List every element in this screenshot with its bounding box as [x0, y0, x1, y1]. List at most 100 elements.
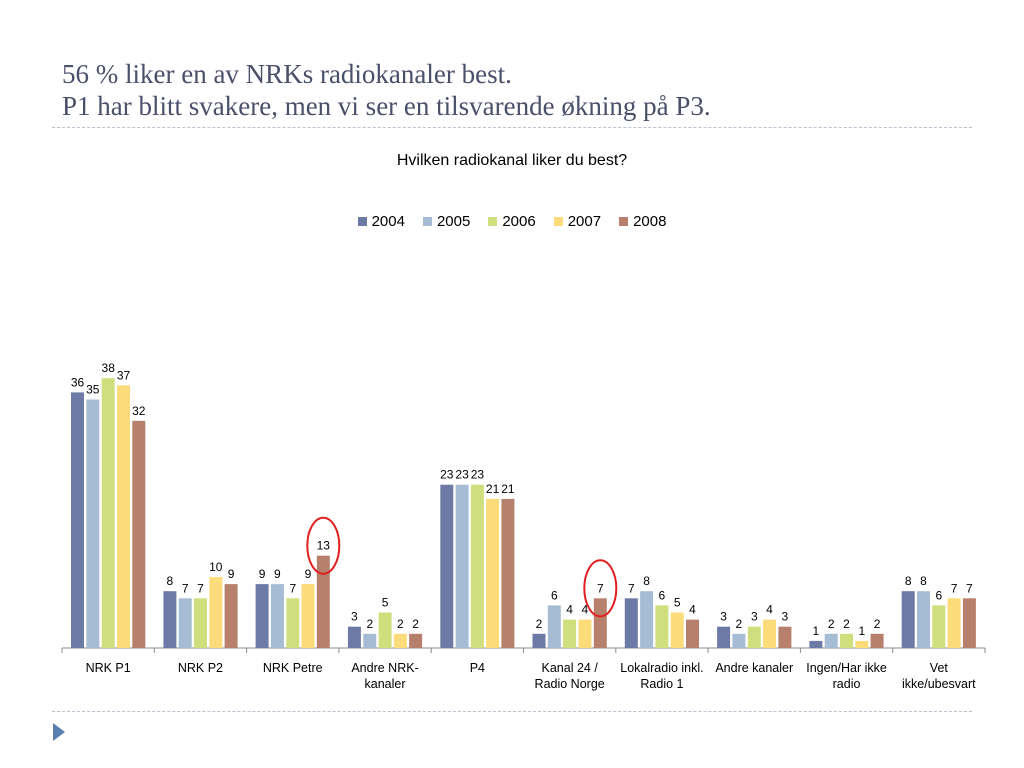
- play-triangle-icon[interactable]: [53, 723, 65, 741]
- legend-label-2006: 2006: [502, 213, 536, 230]
- bar-2004: [440, 484, 454, 648]
- data-label: 38: [102, 361, 116, 375]
- legend-item-2005: 2005: [422, 213, 470, 230]
- data-label: 5: [674, 596, 681, 610]
- category-label: NRK Petre: [262, 661, 323, 675]
- data-label: 8: [920, 574, 927, 588]
- bar-2006: [840, 633, 853, 648]
- data-label: 35: [86, 383, 100, 397]
- data-label: 1: [813, 624, 820, 638]
- bar-2005: [547, 605, 561, 648]
- bar-2006: [286, 598, 300, 648]
- bar-2008: [778, 626, 792, 648]
- legend-label-2008: 2008: [633, 213, 667, 230]
- bar-2008: [870, 633, 884, 648]
- bar-2007: [117, 385, 130, 648]
- bar-2006: [101, 378, 115, 648]
- bar-2007: [578, 619, 592, 648]
- bar-2007: [947, 598, 961, 648]
- highlight-circle: [306, 516, 341, 575]
- data-label: 23: [440, 468, 454, 482]
- bar-2004: [809, 640, 823, 648]
- bar-2007: [209, 577, 223, 648]
- bar-2004: [901, 591, 915, 648]
- data-label: 23: [455, 468, 469, 482]
- bar-2005: [917, 591, 930, 648]
- category-label: Andre kanaler: [715, 661, 794, 675]
- bar-2004: [624, 598, 638, 648]
- data-label: 8: [643, 574, 650, 588]
- data-label: 4: [689, 603, 696, 617]
- category-label: NRK P1: [85, 661, 131, 675]
- slide-title: 56 % liker en av NRKs radiokanaler best.…: [62, 58, 1002, 122]
- data-label: 4: [566, 603, 573, 617]
- data-label: 7: [182, 581, 189, 595]
- data-label: 7: [597, 581, 604, 595]
- data-label: 3: [782, 610, 789, 624]
- bar-2004: [532, 633, 546, 648]
- category-label: Ingen/Har ikke radio: [806, 661, 887, 691]
- data-label: 3: [351, 610, 358, 624]
- data-label: 32: [132, 404, 146, 418]
- bar-2004: [163, 591, 177, 648]
- bar-2005: [824, 633, 838, 648]
- highlight-circle: [583, 559, 618, 618]
- category-label: Vet ikke/ubesvart: [902, 661, 976, 691]
- bar-2005: [270, 584, 284, 648]
- bar-2004: [347, 626, 361, 648]
- bar-2008: [224, 584, 238, 648]
- legend-label-2004: 2004: [371, 213, 405, 230]
- data-label: 2: [828, 617, 835, 631]
- category-label: Andre NRK-kanaler: [351, 661, 419, 691]
- data-label: 9: [274, 567, 281, 581]
- data-label: 2: [412, 617, 419, 631]
- bar-2008: [316, 555, 330, 648]
- bar-2008: [593, 598, 607, 648]
- data-label: 9: [259, 567, 266, 581]
- top-divider: [52, 127, 972, 128]
- legend-swatch-2007: [553, 217, 563, 226]
- bar-2008: [686, 619, 699, 648]
- legend-swatch-2004: [357, 217, 367, 226]
- data-label: 23: [471, 468, 485, 482]
- category-label: Kanal 24 /Radio Norge: [534, 661, 605, 691]
- data-label: 5: [382, 596, 389, 610]
- legend-item-2007: 2007: [553, 213, 601, 230]
- bar-2006: [747, 626, 761, 648]
- legend-item-2004: 2004: [357, 213, 405, 230]
- bar-2005: [86, 399, 100, 648]
- data-label: 3: [751, 610, 758, 624]
- bar-2008: [501, 498, 515, 648]
- legend-swatch-2005: [422, 217, 432, 226]
- bar-2006: [932, 605, 946, 648]
- bar-2004: [717, 626, 731, 648]
- data-label: 2: [397, 617, 404, 631]
- data-label: 2: [366, 617, 373, 631]
- data-label: 6: [935, 588, 942, 602]
- chart-legend: 2004 2005 2006 2007 2008: [0, 213, 1024, 230]
- bar-2006: [563, 619, 577, 648]
- bar-2005: [640, 591, 654, 648]
- data-label: 10: [209, 560, 223, 574]
- bar-2008: [132, 420, 146, 648]
- data-label: 9: [228, 567, 235, 581]
- data-label: 2: [536, 617, 543, 631]
- data-label: 7: [289, 581, 296, 595]
- bar-2006: [378, 612, 392, 648]
- bar-2006: [655, 605, 669, 648]
- slide-title-line-1: 56 % liker en av NRKs radiokanaler best.: [62, 59, 512, 89]
- legend-item-2008: 2008: [619, 213, 666, 230]
- data-label: 1: [858, 624, 865, 638]
- bar-2005: [455, 484, 469, 648]
- data-label: 8: [167, 574, 174, 588]
- bar-2005: [178, 598, 192, 648]
- data-label: 2: [736, 617, 743, 631]
- category-label: NRK P2: [177, 661, 224, 675]
- bar-2007: [301, 584, 315, 648]
- data-label: 7: [628, 581, 635, 595]
- legend-swatch-2006: [488, 217, 498, 226]
- bar-2006: [194, 598, 207, 648]
- data-label: 7: [197, 581, 204, 595]
- bar-2007: [855, 640, 869, 648]
